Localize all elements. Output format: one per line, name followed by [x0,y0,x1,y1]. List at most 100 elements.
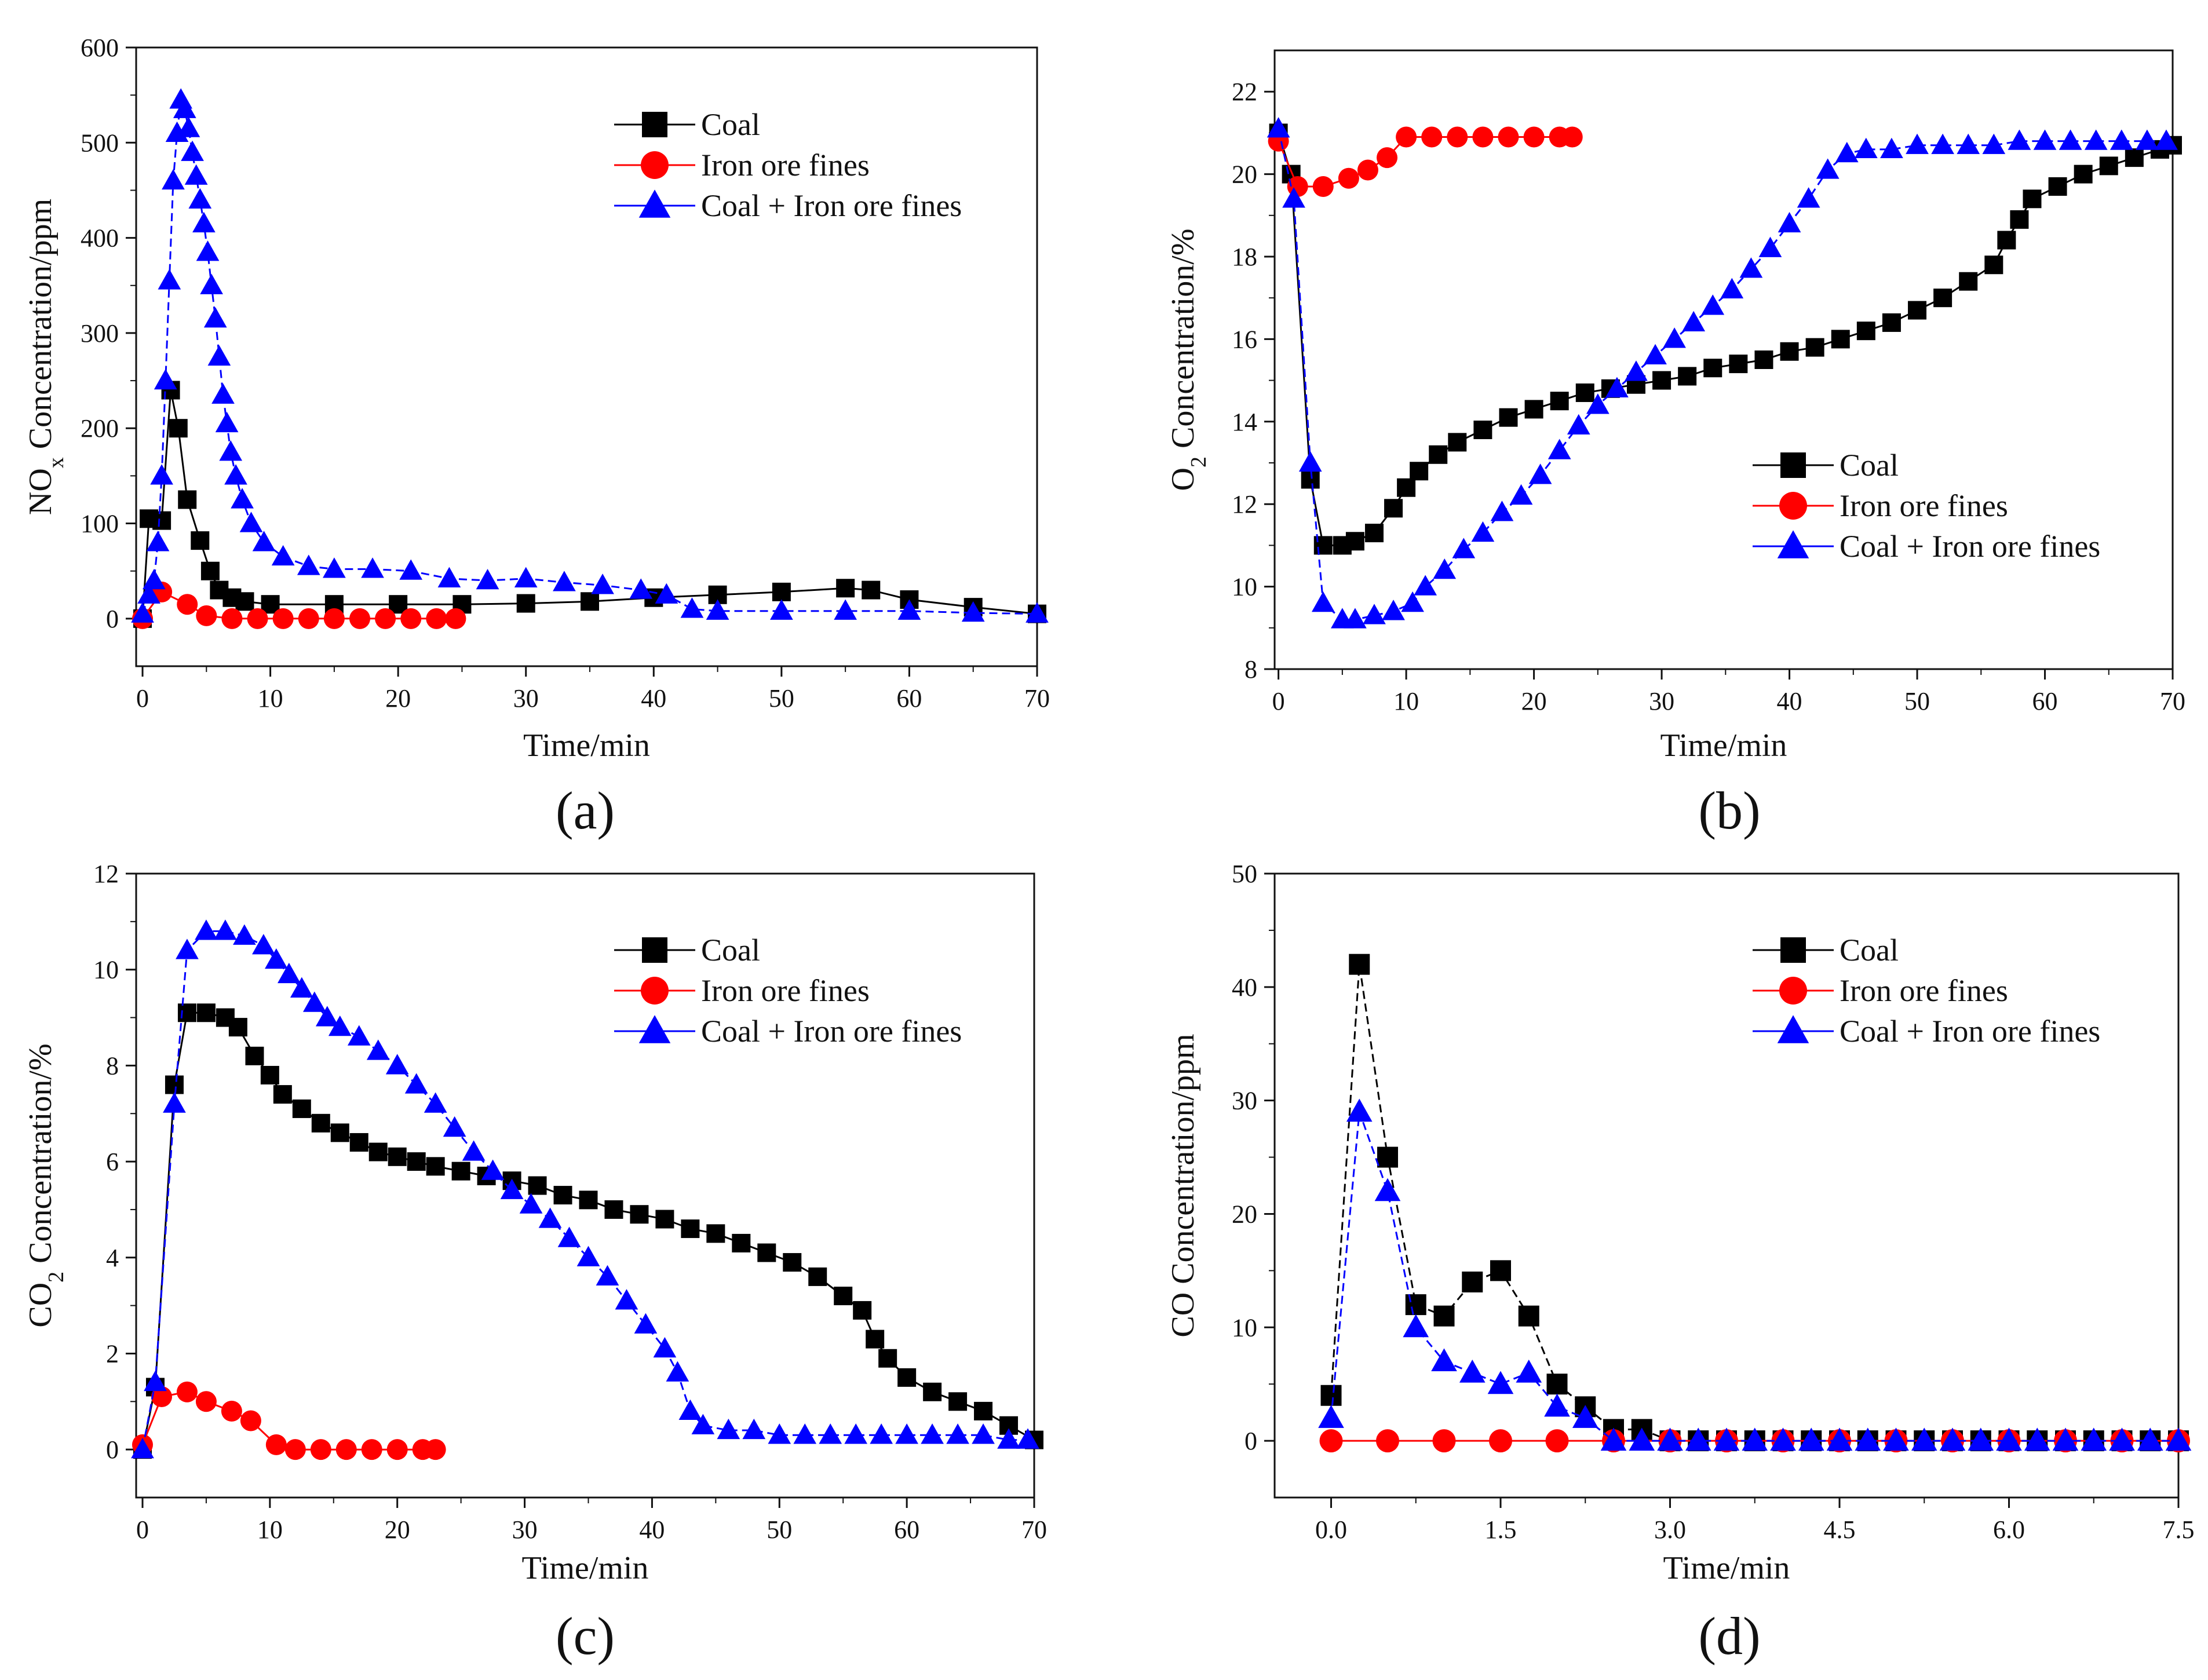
data-point [615,1289,638,1310]
data-point [579,1190,598,1210]
data-point [335,1439,357,1460]
data-point [219,440,243,461]
legend-marker [1780,937,1806,963]
data-point [178,490,197,509]
legend-marker [642,937,667,963]
data-point [678,1399,702,1420]
y-tick-label: 2 [106,1339,119,1368]
data-point [516,594,535,613]
data-point [1629,1427,1655,1451]
data-point [1410,462,1429,481]
y-tick-label: 500 [81,129,119,157]
data-point [1911,1427,1937,1451]
data-point [1720,277,1744,299]
data-point [1880,137,1903,158]
x-tick-label: 30 [1649,687,1674,715]
data-point [1489,1429,1512,1453]
data-point [1996,1427,2022,1451]
series-circle [132,581,466,629]
data-point [302,991,326,1012]
legend-marker [1777,1015,1809,1043]
series-circle [132,1381,446,1460]
data-point [1701,294,1725,315]
chart-panel-1: 0 10 20 30 40 50 60 70 0 100 200 300 400 500 600 Time/m… [23,34,1050,840]
x-tick-label: 60 [2032,687,2058,715]
x-tick-label: 0 [136,684,149,713]
data-point [732,1233,751,1252]
data-point [425,1439,446,1460]
data-point [214,919,237,940]
data-point [131,1437,154,1459]
data-point [1429,445,1448,464]
legend: Coal Iron ore fines Coal + Iron ore fines [614,107,962,223]
data-point [1939,1427,1966,1451]
data-point [1516,1359,1542,1383]
data-point [1384,499,1403,518]
data-point [1835,141,1859,163]
data-point [1401,591,1424,612]
data-point [1433,558,1457,579]
y-tick-label: 600 [81,34,119,62]
data-point [1338,167,1359,189]
legend-label: Coal [1840,933,1899,967]
data-point [1644,344,1667,364]
data-point [437,567,461,587]
x-axis-title: Time/min [522,1550,649,1586]
data-point [1421,126,1443,148]
data-point [680,597,704,618]
data-point [476,568,499,590]
data-point [290,977,313,998]
data-point [196,240,220,261]
data-point [298,608,319,629]
data-point [1739,257,1763,278]
data-point [921,1423,944,1444]
data-point [1550,392,1569,411]
data-point [265,1434,287,1455]
data-point [1742,1427,1768,1451]
data-point [1025,602,1049,623]
x-tick-label: 10 [1393,687,1419,715]
x-tick-label: 6.0 [1993,1515,2025,1544]
data-point [946,1423,969,1444]
data-point [596,1265,619,1286]
data-point [1957,133,1980,154]
data-point [870,1423,893,1444]
data-point [1663,327,1686,348]
data-point [948,1392,968,1411]
data-point [717,1418,740,1440]
data-point [1968,1427,1994,1451]
x-tick-label: 70 [1024,684,1050,713]
x-tick-label: 10 [257,1515,283,1544]
x-tick-label: 70 [1021,1515,1047,1544]
data-point [1414,575,1437,596]
data-point [1320,1385,1342,1406]
data-point [2109,1427,2135,1451]
data-point [629,578,653,599]
data-point [1405,1294,1426,1316]
data-point [819,1423,842,1444]
data-point [203,307,227,328]
series-triangle [131,88,1049,623]
data-point [252,934,275,955]
data-point [481,1159,505,1180]
panel-label: (a) [556,781,615,840]
data-point [462,1140,486,1161]
data-point [154,368,177,390]
data-point [1396,126,1417,148]
data-point [366,1039,390,1060]
data-point [1349,954,1370,975]
data-point [400,608,422,629]
series-circle [1268,126,1583,197]
y-tick-label: 8 [106,1051,119,1080]
data-point [768,1423,791,1444]
legend-label: Iron ore fines [701,148,870,182]
data-point [591,574,614,594]
y-tick-label: 40 [1232,973,1257,1002]
data-point [191,531,210,550]
data-point [2081,1427,2107,1451]
data-point [177,116,200,137]
chart-panel-4: 0.0 1.5 3.0 4.5 6.0 7.5 0 10 20 30 40 50 Time/min CO … [1165,860,2195,1666]
data-point [375,608,396,629]
y-tick-label: 14 [1232,408,1257,436]
